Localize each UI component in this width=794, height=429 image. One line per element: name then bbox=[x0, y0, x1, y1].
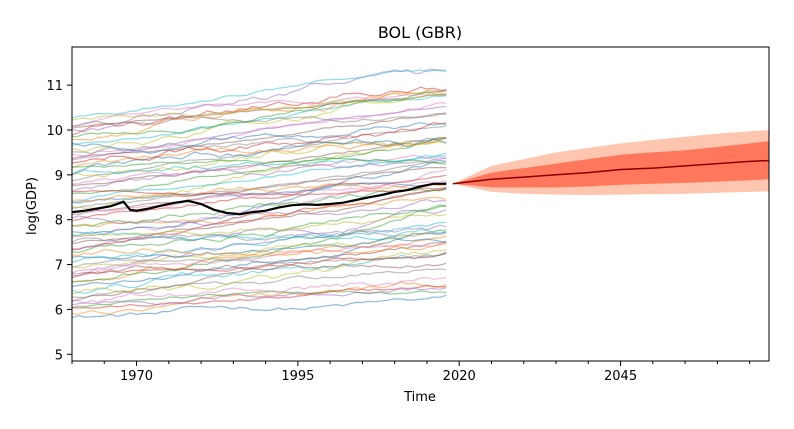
background-series-line bbox=[72, 294, 447, 319]
background-series-line bbox=[72, 121, 447, 164]
background-series-line bbox=[72, 268, 447, 299]
background-series-line bbox=[72, 88, 447, 138]
background-series-line bbox=[72, 213, 447, 237]
background-series-line bbox=[72, 249, 447, 295]
y-tick-label: 9 bbox=[55, 169, 63, 184]
background-series-line bbox=[72, 221, 447, 241]
background-series-line bbox=[72, 187, 447, 196]
background-series-line bbox=[72, 137, 447, 155]
background-series-line bbox=[72, 159, 447, 235]
background-series-line bbox=[72, 174, 447, 222]
background-series-line bbox=[72, 69, 447, 119]
y-tick-label: 6 bbox=[55, 303, 63, 318]
y-tick-label: 11 bbox=[46, 79, 63, 94]
y-tick-label: 5 bbox=[55, 348, 63, 363]
background-series-line bbox=[72, 161, 447, 209]
plot-frame bbox=[71, 46, 770, 362]
y-axis-title: log(GDP) bbox=[25, 177, 40, 235]
x-tick-label: 2045 bbox=[604, 369, 637, 384]
background-series-line bbox=[72, 290, 447, 309]
background-series-line bbox=[72, 112, 447, 159]
x-tick-label: 1995 bbox=[281, 369, 314, 384]
background-series-line bbox=[72, 243, 447, 257]
x-tick-label: 2020 bbox=[443, 369, 476, 384]
background-series-line bbox=[72, 204, 447, 283]
x-axis-title: Time bbox=[403, 390, 436, 405]
background-series-line bbox=[72, 89, 447, 128]
background-series-line bbox=[72, 284, 447, 309]
background-series-line bbox=[72, 68, 447, 133]
highlight-series-line bbox=[72, 182, 447, 216]
background-series-line bbox=[72, 237, 447, 260]
background-series-line bbox=[72, 276, 447, 304]
background-series-line bbox=[72, 229, 447, 244]
background-series-line bbox=[72, 281, 447, 315]
background-series-line bbox=[72, 262, 447, 275]
forecast-median-line bbox=[452, 159, 769, 185]
background-series-line bbox=[72, 183, 447, 202]
background-series-line bbox=[72, 157, 447, 192]
background-series-line bbox=[72, 157, 447, 168]
background-series-line bbox=[72, 235, 447, 283]
background-series-line bbox=[72, 229, 447, 269]
background-series-line bbox=[72, 252, 447, 268]
background-series-line bbox=[72, 181, 447, 204]
background-series-line bbox=[72, 287, 447, 306]
y-tick-label: 8 bbox=[55, 214, 63, 229]
background-series-line bbox=[72, 122, 447, 155]
background-series-line bbox=[72, 92, 447, 121]
background-series-line bbox=[72, 138, 447, 175]
background-series-line bbox=[72, 187, 447, 245]
background-series-line bbox=[72, 94, 447, 129]
x-tick-label: 1970 bbox=[120, 369, 153, 384]
chart-title: BOL (GBR) bbox=[378, 23, 462, 42]
y-tick-label: 10 bbox=[46, 124, 63, 139]
background-series-line bbox=[72, 152, 447, 203]
background-series-line bbox=[72, 95, 447, 146]
background-series-line bbox=[72, 205, 447, 254]
background-series-line bbox=[72, 136, 447, 195]
background-series-line bbox=[72, 241, 447, 274]
background-series-line bbox=[72, 112, 447, 127]
y-tick-label: 7 bbox=[55, 259, 63, 274]
background-series-line bbox=[72, 199, 447, 227]
